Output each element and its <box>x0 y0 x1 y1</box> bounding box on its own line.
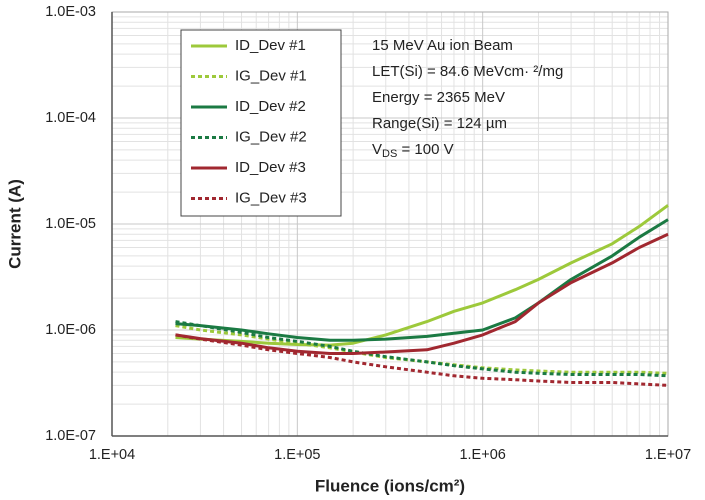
annotation-part: = 100 V <box>397 141 453 158</box>
series-line <box>175 320 669 378</box>
y-tick-label: 1.0E-07 <box>45 428 96 444</box>
x-tick-label: 1.E+06 <box>459 447 505 463</box>
annotation: LET(Si) = 84.6 MeVcm· ²/mg <box>372 63 563 80</box>
annotation: 15 MeV Au ion Beam <box>372 37 513 54</box>
y-axis-title: Current (A) <box>5 179 24 269</box>
x-tick-label: 1.E+07 <box>645 447 691 463</box>
legend-label: IG_Dev #1 <box>235 67 307 84</box>
y-tick-label: 1.0E-06 <box>45 322 96 338</box>
legend-label: ID_Dev #2 <box>235 98 306 115</box>
annotation-subscript: DS <box>382 148 397 160</box>
annotation: Range(Si) = 124 µm <box>372 115 507 132</box>
legend-label: IG_Dev #3 <box>235 189 307 206</box>
series-line <box>175 232 669 355</box>
annotation: VDS = 100 V <box>372 141 454 160</box>
legend-label: ID_Dev #1 <box>235 37 306 54</box>
series-line <box>175 333 669 387</box>
y-tick-label: 1.0E-05 <box>45 216 96 232</box>
legend-box <box>180 29 342 217</box>
legend-label: IG_Dev #2 <box>235 128 307 145</box>
x-tick-label: 1.E+04 <box>89 447 135 463</box>
annotation: Energy = 2365 MeV <box>372 89 505 106</box>
y-tick-label: 1.0E-04 <box>45 110 96 126</box>
y-tick-label: 1.0E-03 <box>45 4 96 20</box>
annotation-part: V <box>372 141 382 158</box>
x-tick-label: 1.E+05 <box>274 447 320 463</box>
series-line <box>175 218 669 342</box>
x-axis-title: Fluence (ions/cm²) <box>315 476 465 495</box>
legend-label: ID_Dev #3 <box>235 159 306 176</box>
series-line <box>175 204 669 347</box>
